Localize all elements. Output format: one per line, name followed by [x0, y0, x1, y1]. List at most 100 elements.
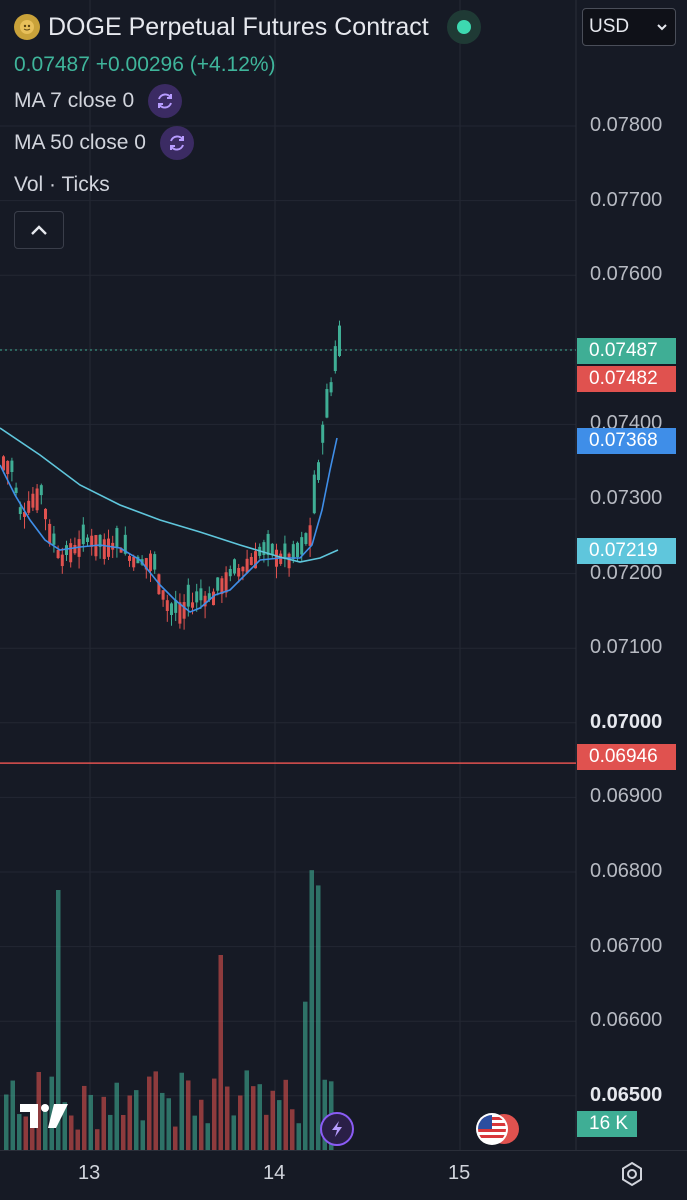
price-axis-tick: 0.07300: [590, 487, 663, 509]
volume-bar: [134, 1090, 139, 1150]
candle-body: [165, 600, 169, 611]
volume-bar: [251, 1086, 256, 1150]
candle-body: [338, 325, 341, 356]
volume-bar: [43, 1105, 48, 1150]
candle-body: [312, 474, 316, 514]
volume-bar: [290, 1109, 295, 1150]
candle-body: [207, 593, 211, 600]
refresh-icon[interactable]: [148, 84, 183, 118]
candle-body: [44, 508, 47, 520]
candle-body: [115, 528, 119, 548]
candle-body: [254, 551, 257, 569]
candle-body: [10, 460, 14, 472]
volume-bar: [264, 1114, 269, 1150]
volume-bar: [166, 1098, 171, 1150]
price-axis-tick: 0.07000: [590, 710, 663, 733]
candle-body: [39, 485, 43, 496]
time-label-13: 13: [78, 1162, 101, 1184]
candle-body: [233, 559, 236, 574]
volume-bar: [101, 1096, 106, 1150]
volume-bar: [283, 1079, 288, 1150]
volume-bar: [82, 1085, 87, 1150]
tradingview-logo[interactable]: [18, 1100, 70, 1135]
candle-body: [102, 539, 106, 559]
candle-body: [107, 538, 110, 557]
candle-body: [153, 554, 157, 570]
price-axis-tick: 0.06800: [590, 860, 663, 882]
indicator-ma50[interactable]: MA 50 close 0: [14, 126, 194, 160]
candle-body: [329, 382, 333, 393]
candle-body: [90, 535, 94, 547]
volume-bar: [316, 885, 321, 1150]
volume-bar: [231, 1115, 236, 1150]
candle-body: [65, 545, 68, 555]
candle-body: [132, 556, 136, 568]
volume-bar: [173, 1126, 178, 1150]
chevron-down-icon: [657, 24, 667, 31]
volume-bar: [62, 1102, 67, 1150]
ma7-line: [0, 437, 338, 613]
candle-body: [237, 567, 241, 577]
candle-body: [262, 542, 266, 555]
symbol-title[interactable]: DOGE Perpetual Futures Contract: [48, 12, 429, 41]
ma50-line: [0, 427, 339, 563]
candle-body: [136, 556, 140, 564]
volume-bar: [225, 1086, 230, 1150]
price-axis-tick: 0.06700: [590, 934, 663, 957]
refresh-icon[interactable]: [159, 126, 194, 160]
candle-body: [228, 568, 232, 577]
candle-body: [149, 553, 152, 571]
volume-bar: [69, 1115, 74, 1150]
candle-body: [69, 543, 73, 563]
candle-body: [6, 460, 10, 475]
price-tag: 0.06946: [577, 744, 676, 770]
volume-bar: [244, 1070, 249, 1150]
settings-icon[interactable]: [618, 1160, 646, 1193]
volume-bar: [140, 1120, 145, 1150]
indicator-label: MA 7 close 0: [14, 89, 135, 112]
price-axis-tick: 0.07800: [590, 114, 663, 136]
market-status-indicator[interactable]: [446, 10, 481, 44]
volume-bar: [30, 1118, 35, 1150]
currency-select[interactable]: USD: [582, 8, 676, 46]
bolt-icon[interactable]: [320, 1112, 354, 1146]
candle-body: [182, 602, 186, 619]
candle-body: [308, 525, 312, 546]
candle-body: [56, 549, 60, 559]
price-tag: 0.07482: [577, 366, 676, 392]
candle-body: [291, 544, 295, 560]
volume-indicator-label[interactable]: Vol · Ticks: [14, 173, 110, 196]
candle-body: [270, 543, 274, 556]
candle-body: [325, 389, 329, 418]
candle-body: [2, 456, 5, 471]
candle-body: [31, 493, 35, 508]
time-label-15: 15: [448, 1162, 471, 1184]
volume-bar: [238, 1095, 243, 1150]
candle-body: [86, 537, 89, 542]
us-flag-icon[interactable]: [474, 1110, 522, 1148]
volume-bar: [270, 1090, 275, 1150]
volume-bar: [212, 1078, 217, 1150]
candle-body: [191, 602, 194, 608]
candle-body: [119, 547, 123, 553]
volume-bar: [114, 1082, 119, 1150]
volume-bar: [127, 1095, 132, 1150]
candle-body: [35, 488, 39, 511]
currency-value: USD: [589, 16, 630, 37]
candle-body: [283, 543, 287, 559]
candle-body: [170, 603, 173, 615]
volume-bar: [257, 1084, 262, 1150]
indicator-ma7[interactable]: MA 7 close 0: [14, 84, 183, 118]
collapse-legend-button[interactable]: [14, 211, 64, 249]
volume-bar: [296, 1123, 301, 1150]
candle-body: [186, 584, 190, 607]
price-change-line: 0.07487 +0.00296 (+4.12%): [14, 53, 276, 76]
volume-bar: [160, 1092, 165, 1150]
candle-body: [216, 577, 220, 591]
volume-bar: [153, 1071, 158, 1150]
candle-body: [245, 558, 249, 573]
volume-bar: [75, 1129, 80, 1150]
price-tag: 0.07368: [577, 428, 676, 454]
volume-tag: 16 K: [577, 1111, 637, 1137]
